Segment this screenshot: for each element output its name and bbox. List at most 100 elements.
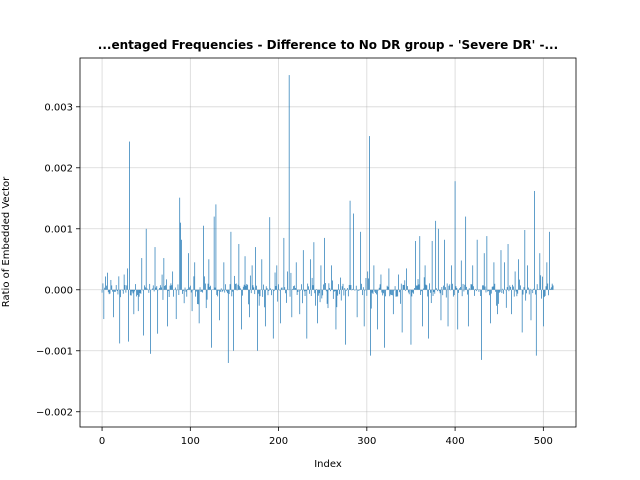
bar bbox=[392, 289, 393, 296]
bar bbox=[430, 289, 432, 304]
bar bbox=[312, 285, 314, 290]
bar bbox=[361, 283, 362, 290]
bar bbox=[403, 284, 405, 290]
bar bbox=[476, 239, 478, 290]
bar bbox=[185, 289, 187, 292]
bar bbox=[273, 289, 275, 292]
x-tick-label: 100 bbox=[181, 436, 200, 447]
bar bbox=[104, 287, 106, 290]
bar bbox=[377, 289, 378, 330]
bar bbox=[402, 284, 404, 290]
bar bbox=[334, 289, 336, 292]
bar bbox=[439, 289, 441, 294]
bar bbox=[356, 289, 358, 318]
bar bbox=[524, 229, 526, 290]
bar bbox=[137, 289, 139, 312]
bar bbox=[512, 286, 514, 290]
bar bbox=[354, 289, 355, 291]
bar bbox=[224, 289, 226, 293]
bar bbox=[181, 239, 182, 290]
bar bbox=[322, 289, 324, 296]
bar bbox=[338, 284, 339, 290]
bar bbox=[209, 286, 211, 290]
bar bbox=[482, 285, 483, 290]
bar bbox=[397, 289, 399, 297]
bar bbox=[464, 284, 466, 290]
bar bbox=[444, 239, 445, 290]
bar bbox=[390, 289, 392, 295]
bar bbox=[423, 277, 425, 290]
bar bbox=[330, 289, 332, 292]
bar bbox=[269, 217, 271, 290]
bar bbox=[105, 276, 106, 290]
bar bbox=[107, 272, 108, 290]
bar bbox=[277, 289, 279, 302]
y-axis-label: Ratio of Embedded Vector bbox=[1, 176, 12, 307]
bar bbox=[442, 289, 444, 296]
bar bbox=[399, 289, 400, 293]
bar bbox=[411, 289, 413, 297]
bar bbox=[534, 190, 535, 290]
bar bbox=[133, 289, 135, 315]
bar bbox=[508, 289, 510, 292]
bar bbox=[290, 272, 292, 290]
bar bbox=[420, 289, 422, 295]
bar bbox=[190, 289, 192, 293]
bar bbox=[270, 288, 271, 290]
bar bbox=[370, 289, 371, 356]
bar bbox=[141, 258, 143, 290]
bar bbox=[404, 280, 406, 290]
bar bbox=[303, 289, 305, 292]
bar bbox=[256, 285, 257, 290]
bar bbox=[162, 289, 164, 300]
bar bbox=[441, 287, 443, 290]
bar bbox=[490, 289, 491, 324]
bar bbox=[490, 289, 492, 294]
bar bbox=[498, 289, 500, 293]
y-tick-label: 0.001 bbox=[44, 224, 73, 235]
bar bbox=[539, 253, 541, 290]
bar bbox=[323, 284, 324, 290]
bar bbox=[509, 285, 511, 290]
x-tick-label: 300 bbox=[357, 436, 376, 447]
bar bbox=[249, 275, 251, 290]
bar bbox=[106, 285, 107, 290]
bar bbox=[328, 283, 330, 290]
x-tick-label: 200 bbox=[269, 436, 288, 447]
bar bbox=[426, 285, 428, 290]
bar bbox=[189, 285, 191, 290]
bar bbox=[291, 289, 293, 318]
bar bbox=[166, 279, 167, 290]
bar bbox=[320, 265, 322, 290]
bar bbox=[462, 283, 464, 290]
bar bbox=[275, 286, 277, 290]
bar bbox=[159, 285, 161, 290]
bar bbox=[398, 274, 399, 290]
bar bbox=[416, 285, 418, 290]
bar bbox=[192, 289, 194, 291]
bar bbox=[358, 289, 360, 291]
bar bbox=[255, 247, 256, 290]
bar bbox=[435, 220, 437, 290]
bar bbox=[114, 289, 116, 292]
bar bbox=[215, 204, 217, 290]
bar bbox=[504, 262, 505, 290]
bar bbox=[445, 289, 447, 298]
bar bbox=[236, 289, 238, 291]
bar bbox=[547, 283, 549, 290]
bar bbox=[451, 265, 452, 290]
bar bbox=[265, 286, 267, 290]
bar bbox=[272, 289, 274, 339]
bar bbox=[279, 289, 280, 291]
bar bbox=[346, 289, 347, 291]
bar bbox=[140, 289, 142, 294]
bar bbox=[214, 287, 216, 290]
bar bbox=[227, 289, 228, 294]
bar bbox=[458, 289, 459, 293]
bar bbox=[112, 289, 114, 292]
bar bbox=[445, 287, 446, 290]
bar bbox=[348, 284, 350, 290]
x-tick-label: 0 bbox=[99, 436, 105, 447]
bar bbox=[362, 287, 364, 290]
bar bbox=[466, 286, 467, 290]
